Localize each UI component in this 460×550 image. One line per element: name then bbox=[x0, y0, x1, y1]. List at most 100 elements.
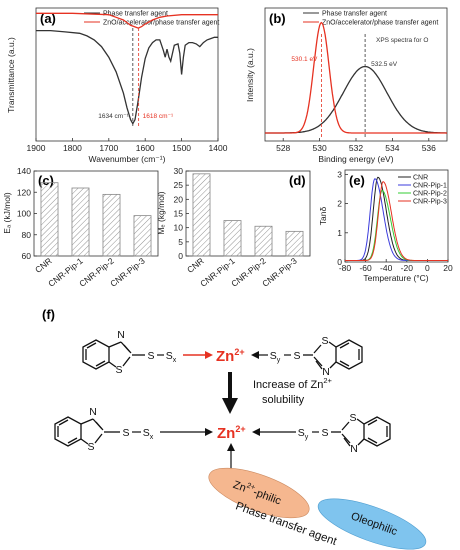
atom-s: S bbox=[122, 427, 129, 439]
benzene-ring bbox=[335, 339, 363, 370]
atom-sy-sub: y bbox=[277, 357, 281, 364]
bar-0 bbox=[40, 182, 59, 257]
benzothiazole-bottom-left bbox=[54, 416, 120, 447]
y-tick-label: 30 bbox=[174, 166, 184, 176]
atom-s: S bbox=[321, 335, 328, 347]
increase-text: Increase of Zn2+ bbox=[253, 376, 332, 391]
bond bbox=[94, 433, 103, 444]
atom-n: N bbox=[117, 329, 125, 341]
atom-sy: Sy bbox=[270, 350, 281, 364]
panel-b-plot: 528 530 532 534 536 530.1 eV 532.5 eV XPS spect… bbox=[265, 21, 447, 153]
zn-symbol: Zn bbox=[216, 348, 234, 365]
panel-b-frame bbox=[264, 7, 448, 142]
atom-sx-sub: x bbox=[150, 434, 154, 441]
series-line-3 bbox=[345, 181, 448, 261]
panel-d: (d) 051015202530CNRCNR-Pip-1CNR-Pip-2CNR… bbox=[156, 166, 311, 289]
y-tick-label: 100 bbox=[17, 209, 31, 219]
y-tick-label: 2 bbox=[337, 199, 342, 209]
panel-a: (a) Phase transfer agent ZnO/accelerator… bbox=[6, 7, 228, 164]
atom-s: S bbox=[147, 350, 154, 362]
double-bond bbox=[315, 360, 323, 370]
zn-philic-ellipse bbox=[208, 467, 310, 519]
bar-1 bbox=[223, 220, 242, 257]
bar-2 bbox=[102, 193, 121, 257]
y-tick-label: 120 bbox=[17, 187, 31, 197]
panel-c-plot: 6080100120140CNRCNR-Pip-1CNR-Pip-2CNR-Pi… bbox=[17, 166, 152, 289]
atom-sx-sub: x bbox=[173, 357, 177, 364]
x-tick-label: 528 bbox=[276, 143, 290, 153]
x-tick-label: 530 bbox=[313, 143, 327, 153]
y-tick-label: 1 bbox=[337, 228, 342, 238]
x-tick-label: 0 bbox=[425, 263, 430, 273]
benzene-ring bbox=[54, 416, 82, 447]
bar-3 bbox=[285, 230, 304, 257]
bond bbox=[329, 361, 337, 369]
double-bond bbox=[86, 342, 97, 349]
zn-ion-top: Zn2+ bbox=[216, 347, 245, 365]
double-bond bbox=[367, 419, 378, 426]
increase-line1: Increase of Zn bbox=[253, 379, 323, 391]
bond bbox=[356, 418, 365, 425]
x-tick-label: 1400 bbox=[209, 143, 228, 153]
bond bbox=[80, 418, 94, 425]
atom-sy: Sy bbox=[298, 427, 309, 441]
x-tick-label: -40 bbox=[380, 263, 393, 273]
peak-annotation-0: 530.1 eV bbox=[291, 56, 318, 63]
panel-d-label: (d) bbox=[289, 173, 306, 188]
atom-sy-sub: y bbox=[305, 434, 309, 441]
x-tick-label: 534 bbox=[385, 143, 399, 153]
legend-entry-1: CNR-Pip-1 bbox=[413, 183, 447, 190]
panel-d-ylabel: Mₑ (kg/mol) bbox=[156, 191, 166, 234]
panel-a-frame bbox=[35, 7, 219, 142]
y-tick-label: 0 bbox=[178, 251, 183, 261]
atom-n: N bbox=[89, 406, 97, 418]
atom-sx-s: S bbox=[143, 427, 150, 439]
legend-entry-0: CNR bbox=[413, 175, 428, 182]
legend-entry-2: CNR-Pip-2 bbox=[413, 191, 447, 198]
atom-s: S bbox=[321, 427, 328, 439]
category-label: CNR bbox=[33, 256, 54, 275]
double-bond bbox=[339, 342, 350, 349]
panel-b-label: (b) bbox=[269, 11, 286, 26]
solubility-text: solubility bbox=[262, 394, 305, 406]
panel-a-ylabel: Transmittance (a.u.) bbox=[6, 37, 16, 113]
atom-sy-s: S bbox=[270, 350, 277, 362]
category-label: CNR-Pip-3 bbox=[108, 256, 147, 289]
y-tick-label: 0 bbox=[337, 257, 342, 267]
bar-0 bbox=[192, 173, 211, 257]
benzothiazole-bottom-right bbox=[331, 416, 391, 447]
x-tick-label: 1700 bbox=[99, 143, 118, 153]
bar-3 bbox=[133, 215, 152, 257]
atom-s: S bbox=[87, 441, 94, 453]
panel-c: (c) 6080100120140CNRCNR-Pip-1CNR-Pip-2CN… bbox=[2, 166, 159, 289]
bond bbox=[313, 356, 323, 367]
double-bond bbox=[67, 437, 78, 444]
y-tick-label: 140 bbox=[17, 166, 31, 176]
x-tick-label: 1800 bbox=[63, 143, 82, 153]
atom-sx: Sx bbox=[143, 427, 154, 441]
zn-ion-bottom: Zn2+ bbox=[217, 424, 246, 442]
y-tick-label: 10 bbox=[174, 223, 184, 233]
panel-e-plot: -80 -60 -40 -20 0 20 0 1 2 3 bbox=[337, 169, 453, 273]
zn-charge: 2+ bbox=[235, 424, 245, 434]
benzothiazole-top-right bbox=[303, 339, 363, 370]
y-tick-label: 3 bbox=[337, 169, 342, 179]
atom-s: S bbox=[293, 350, 300, 362]
double-bond bbox=[343, 437, 351, 447]
increase-sup: 2+ bbox=[323, 376, 332, 385]
big-down-arrow-head bbox=[222, 398, 238, 414]
legend-entry-3: CNR-Pip-3 bbox=[413, 199, 447, 206]
double-bond bbox=[367, 437, 378, 444]
panel-f-label: (f) bbox=[42, 307, 55, 322]
bond bbox=[108, 341, 122, 348]
panel-c-ylabel: Eₐ (kJ/mol) bbox=[2, 192, 12, 234]
bond bbox=[313, 344, 322, 354]
category-label: CNR-Pip-3 bbox=[260, 256, 299, 289]
philic-sup: 2+ bbox=[246, 481, 258, 493]
bond bbox=[328, 341, 337, 348]
atom-n: N bbox=[350, 443, 358, 455]
panel-a-legend-2: ZnO/accelerator/phase transfer agent bbox=[103, 20, 219, 27]
panel-b-ylabel: Intensity (a.u.) bbox=[245, 48, 255, 102]
x-tick-label: -80 bbox=[339, 263, 352, 273]
